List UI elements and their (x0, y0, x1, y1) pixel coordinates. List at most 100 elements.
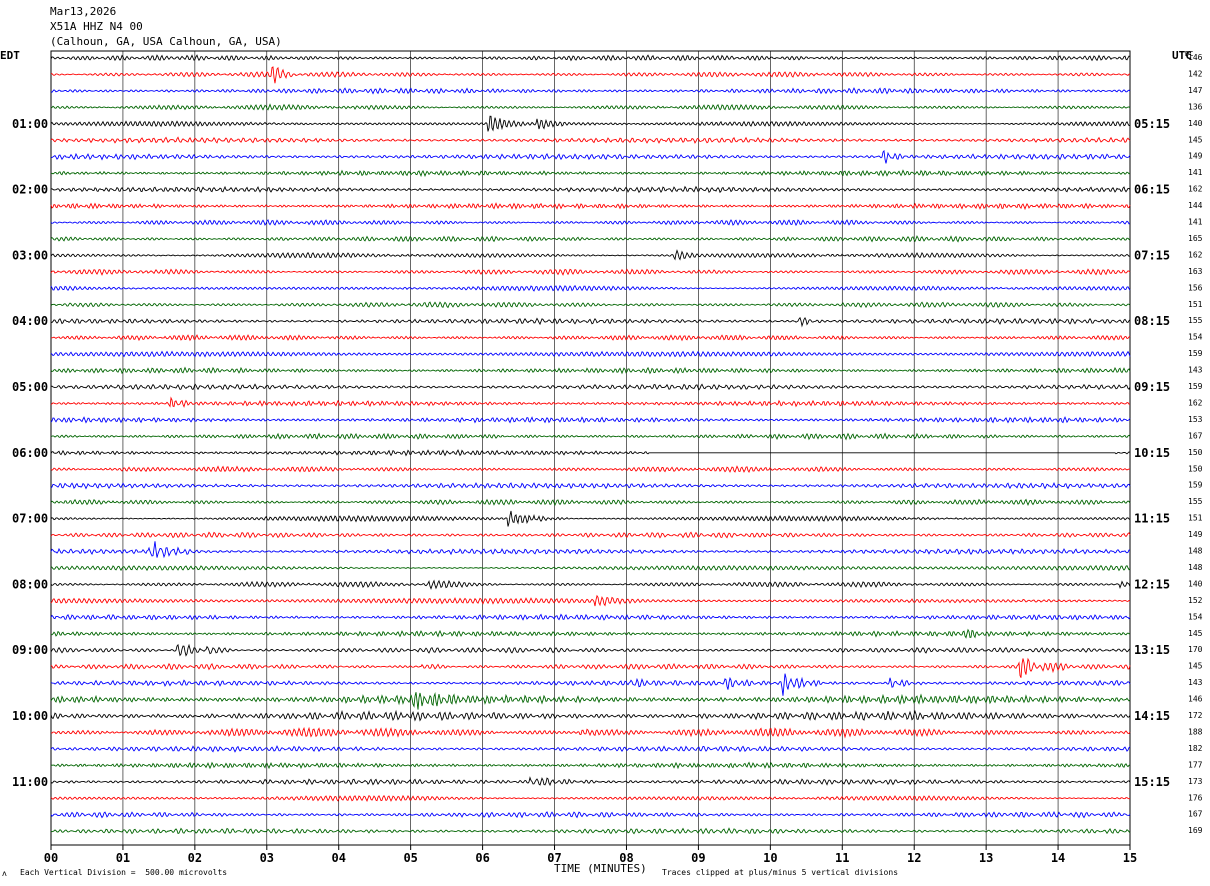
seismic-trace (50, 810, 1131, 819)
seismic-trace (50, 761, 1131, 770)
left-hour-label: 06:00 (12, 446, 48, 460)
right-hour-label: 07:15 (1134, 248, 1170, 262)
right-hour-label: 14:15 (1134, 709, 1170, 723)
seismic-trace (50, 709, 1131, 722)
dc-header: DC (1185, 50, 1193, 58)
dc-offset-label: 172 (1188, 711, 1203, 720)
left-hour-label: 02:00 (12, 183, 48, 197)
right-hour-label: 13:15 (1134, 643, 1170, 657)
right-hour-label: 08:15 (1134, 314, 1170, 328)
dc-offset-label: 144 (1188, 201, 1203, 210)
left-hour-label: 07:00 (12, 512, 48, 526)
x-tick-label: 11 (835, 851, 849, 865)
right-hour-label: 12:15 (1134, 577, 1170, 591)
dc-offset-label: 146 (1188, 53, 1203, 62)
x-tick-label: 04 (332, 851, 346, 865)
x-tick-label: 10 (763, 851, 777, 865)
dc-offset-label: 141 (1188, 168, 1203, 177)
seismic-trace (50, 366, 1131, 375)
seismic-trace (50, 498, 1131, 507)
x-tick-label: 15 (1123, 851, 1137, 865)
seismic-trace (50, 284, 1131, 292)
scale-note: Each Vertical Division = 500.00 microvol… (20, 868, 228, 877)
dc-offset-label: 165 (1188, 234, 1203, 243)
dc-offset-label: 142 (1188, 69, 1203, 78)
dc-offset-label: 143 (1188, 366, 1203, 375)
left-hour-label: 05:00 (12, 380, 48, 394)
seismic-trace (50, 249, 1131, 261)
dc-offset-label: 145 (1188, 662, 1203, 671)
dc-offset-label: 159 (1188, 481, 1203, 490)
x-tick-label: 13 (979, 851, 993, 865)
dc-offset-label: 145 (1188, 629, 1203, 638)
seismic-trace (50, 692, 1131, 710)
dc-offset-label: 188 (1188, 727, 1203, 736)
x-tick-label: 01 (116, 851, 130, 865)
seismic-trace (50, 481, 1131, 490)
seismic-trace (50, 115, 1131, 132)
seismic-trace (50, 794, 1131, 802)
seismic-trace (50, 531, 1131, 539)
header-date: Mar13,2026 (50, 5, 117, 18)
dc-offset-label: 173 (1188, 777, 1203, 786)
left-timezone-label: EDT (0, 49, 20, 62)
dc-offset-label: 149 (1188, 152, 1203, 161)
dc-offset-label: 162 (1188, 185, 1203, 194)
seismic-trace (50, 185, 1131, 194)
seismic-trace (50, 149, 1131, 164)
dc-offset-label: 167 (1188, 431, 1203, 440)
seismic-trace (50, 673, 1131, 696)
dc-offset-label: 176 (1188, 793, 1203, 802)
seismic-trace (50, 541, 1131, 559)
left-hour-label: 04:00 (12, 314, 48, 328)
clip-note: Traces clipped at plus/minus 5 vertical … (662, 868, 899, 877)
seismic-trace (50, 432, 1131, 441)
dc-offset-label: 146 (1188, 695, 1203, 704)
x-tick-label: 03 (260, 851, 274, 865)
seismic-trace (50, 776, 1131, 787)
seismic-trace (50, 316, 1131, 328)
seismic-trace (50, 87, 1131, 95)
dc-offset-label: 159 (1188, 349, 1203, 358)
x-tick-label: 02 (188, 851, 202, 865)
x-tick-label: 08 (619, 851, 633, 865)
x-tick-label: 05 (403, 851, 417, 865)
dc-offset-label: 170 (1188, 645, 1203, 654)
dc-offset-label: 140 (1188, 579, 1203, 588)
x-tick-label: 14 (1051, 851, 1065, 865)
seismic-trace (50, 726, 1131, 739)
left-hour-label: 03:00 (12, 248, 48, 262)
right-hour-label: 09:15 (1134, 380, 1170, 394)
x-tick-label: 06 (475, 851, 489, 865)
left-hour-label: 11:00 (12, 775, 48, 789)
dc-offset-label: 182 (1188, 744, 1203, 753)
seismic-trace (50, 235, 1131, 243)
seismic-trace (50, 54, 1131, 62)
dc-offset-label: 151 (1188, 300, 1203, 309)
dc-offset-label: 155 (1188, 316, 1203, 325)
header-station: X51A HHZ N4 00 (50, 20, 143, 33)
dc-offset-label: 155 (1188, 497, 1203, 506)
left-hour-label: 09:00 (12, 643, 48, 657)
dc-offset-label: 163 (1188, 267, 1203, 276)
dc-offset-label: 159 (1188, 382, 1203, 391)
dc-offset-label: 145 (1188, 135, 1203, 144)
seismic-trace (50, 643, 1131, 657)
seismic-trace (50, 301, 1131, 309)
seismic-trace (50, 510, 1131, 527)
dc-offset-label: 162 (1188, 250, 1203, 259)
right-hour-label: 10:15 (1134, 446, 1170, 460)
x-tick-label: 09 (691, 851, 705, 865)
seismic-trace (50, 657, 1131, 678)
logo-mark: ʌ (2, 869, 7, 878)
seismic-trace (50, 594, 1130, 607)
dc-offset-label: 141 (1188, 218, 1203, 227)
dc-offset-label: 143 (1188, 678, 1203, 687)
seismic-trace (50, 169, 1131, 177)
seismic-trace (50, 628, 1131, 639)
header-location: (Calhoun, GA, USA Calhoun, GA, USA) (50, 35, 282, 48)
dc-offset-label: 150 (1188, 448, 1203, 457)
dc-offset-label: 154 (1188, 612, 1203, 621)
dc-offset-label: 148 (1188, 547, 1203, 556)
